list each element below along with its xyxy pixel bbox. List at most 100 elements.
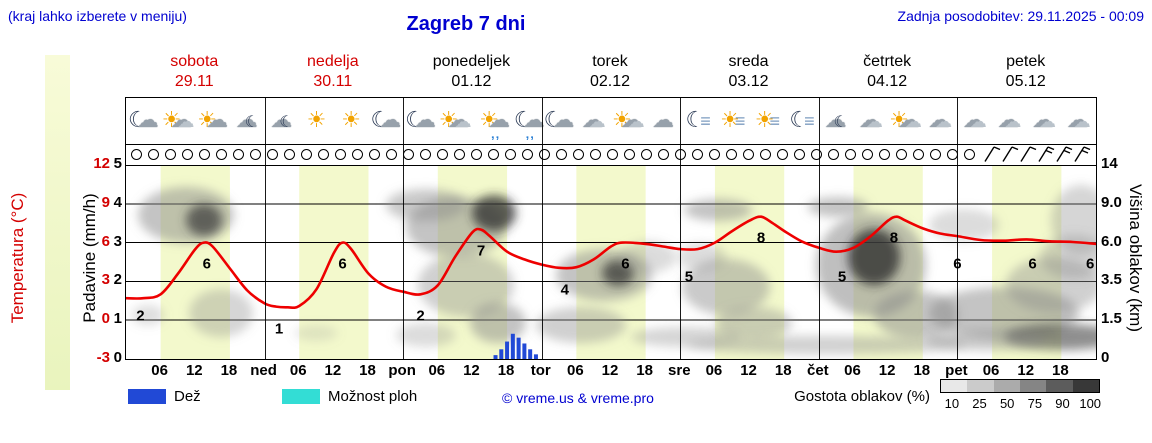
precip-prob-circle xyxy=(930,149,941,160)
precip-prob-circle xyxy=(403,149,414,160)
moon-icon: ☾ xyxy=(244,114,259,131)
density-tick-label: 90 xyxy=(1055,396,1070,411)
cloud-icon: ☁ xyxy=(865,112,883,131)
cloud-icon: ☁ xyxy=(997,107,1020,132)
daybreak-label: pon xyxy=(388,362,416,379)
cloud-density-blob xyxy=(716,307,792,339)
cloud-density-gradient xyxy=(940,379,1100,393)
precip-prob-circle xyxy=(301,149,312,160)
precip-prob-circle xyxy=(794,149,805,160)
cloud-density-blob xyxy=(294,325,338,341)
cloud-density-blob xyxy=(396,323,456,347)
hour-tick-label: 06 xyxy=(289,362,307,379)
cloud-axis-tick: 0 xyxy=(1101,349,1110,366)
showers-swatch xyxy=(282,389,320,404)
hour-tick-label: 12 xyxy=(1017,362,1035,379)
precip-prob-circle xyxy=(828,149,839,160)
rain-drops-icon: ‚‚ xyxy=(491,126,501,141)
day-date: 05.12 xyxy=(1005,73,1046,90)
density-step xyxy=(1019,380,1047,392)
hour-tick-label: 18 xyxy=(220,362,238,379)
precip-prob-circle xyxy=(573,149,584,160)
rain-bar xyxy=(505,341,510,359)
weather-icon-row: ☾☁ ☀☁☁ ☀☁ ☁☾ ☁☾ ☀ ☀ ☾☁ ☾☁ ☀☁☁ ☀☁‚‚ ☾☁‚‚ ☾☁ ☁☁ ☀☁☁ ☁ ☾≡ ☀≡… xyxy=(126,98,1096,144)
hour-tick-label: 12 xyxy=(463,362,480,379)
wind-barb xyxy=(1056,146,1067,162)
hour-tick-label: 12 xyxy=(740,362,757,379)
copyright-link[interactable]: © vreme.us & vreme.pro xyxy=(502,390,654,406)
hour-tick-label: 06 xyxy=(428,362,446,379)
precip-axis-tick: 5 xyxy=(113,155,122,172)
hour-tick-label: 18 xyxy=(359,362,376,379)
temperature-value-label: 6 xyxy=(203,256,211,273)
moon-icon: ☾ xyxy=(833,114,848,131)
fog-lines-icon: ≡ xyxy=(769,111,780,131)
moon-cloud-icon: ☁☾ xyxy=(236,100,259,142)
precip-axis-tick: 0 xyxy=(113,349,122,366)
day-date: 30.11 xyxy=(313,73,353,90)
rain-label: Dež xyxy=(174,388,201,405)
wind-barb xyxy=(1038,146,1049,162)
rain-bar xyxy=(499,349,504,359)
cloud-density-blob xyxy=(926,330,1046,350)
cloud-density-ticks: 10 25 50 75 90 100 xyxy=(938,396,1104,411)
precip-prob-circle xyxy=(454,149,465,160)
temperature-scale-strip xyxy=(45,55,70,390)
precip-prob-circle xyxy=(709,149,720,160)
hour-tick-label: 06 xyxy=(705,362,723,379)
precip-prob-circle xyxy=(437,149,448,160)
sun-clouds-icon: ☀☁☁ xyxy=(612,100,645,142)
sun-icon: ☀ xyxy=(307,100,327,142)
day-name: nedelja xyxy=(307,53,359,70)
chart-frame: ☾☁ ☀☁☁ ☀☁ ☁☾ ☁☾ ☀ ☀ ☾☁ ☾☁ ☀☁☁ ☀☁‚‚ ☾☁‚‚ ☾☁ ☁☁ ☀☁☁ ☁ ☾≡ ☀≡… xyxy=(125,97,1097,360)
temp-axis-tick: 9 xyxy=(101,193,110,211)
wind-barb-feather xyxy=(1011,146,1019,151)
cloud-axis-tick: 9.0 xyxy=(1101,193,1122,211)
precip-probability-row xyxy=(126,144,1096,165)
fog-moon-icon: ☾≡ xyxy=(685,100,710,142)
rain-bar xyxy=(533,354,538,359)
wind-barbs-icon xyxy=(984,146,1091,162)
location-hint: (kraj lahko izberete v meniju) xyxy=(8,8,187,24)
wind-barb-feather xyxy=(993,146,1001,151)
clouds-icon: ☁☁ xyxy=(859,100,883,142)
temperature-value-label: 2 xyxy=(416,307,424,324)
hour-tick-label: 18 xyxy=(636,362,653,379)
row-divider-line xyxy=(126,165,1096,166)
precip-axis-tick: 1 xyxy=(113,310,122,328)
daybreak-label: pet xyxy=(945,362,968,379)
sun-icon: ☀ xyxy=(611,107,632,132)
precip-prob-circle xyxy=(811,149,822,160)
temperature-value-label: 1 xyxy=(275,320,283,337)
fog-sun-icon: ☀≡ xyxy=(720,100,745,142)
temperature-value-label: 6 xyxy=(1086,256,1094,273)
precip-prob-circle xyxy=(148,149,159,160)
cloud-icon: ☁ xyxy=(170,107,193,132)
sun-clouds-icon: ☀☁☁ xyxy=(162,100,195,142)
density-step xyxy=(1072,380,1099,392)
moon-icon: ☾ xyxy=(685,107,706,132)
daybreak-label: čet xyxy=(807,362,829,379)
cloud-rain-moon-icon: ☾☁‚‚ xyxy=(514,100,545,142)
moon-icon: ☾ xyxy=(405,107,425,132)
moon-icon: ☾ xyxy=(127,107,148,132)
hour-tick-label: 18 xyxy=(774,362,792,379)
cloud-icon: ☁ xyxy=(897,107,920,132)
precip-prob-circle xyxy=(845,149,856,160)
precip-prob-circle xyxy=(590,149,601,160)
day-header: petek 05.12 xyxy=(956,52,1095,92)
clouds-icon: ☁☁ xyxy=(928,100,952,142)
cloud-density-blob xyxy=(684,199,752,221)
rain-drops-icon: ‚‚ xyxy=(525,126,535,141)
cloud-icon: ☁ xyxy=(858,107,881,132)
sun-icon: ☀ xyxy=(889,107,909,132)
cloud-icon: ☁ xyxy=(935,112,953,131)
wind-barb-feather xyxy=(1083,146,1091,151)
precip-prob-circle xyxy=(692,149,703,160)
last-update-text: Zadnja posodobitev: 29.11.2025 - 00:09 xyxy=(897,8,1144,24)
temp-axis-tick: 6 xyxy=(101,232,110,250)
hour-tick-label: 18 xyxy=(913,362,931,379)
day-boundary-line xyxy=(957,98,958,359)
fog-moon-icon: ☾≡ xyxy=(789,100,814,142)
